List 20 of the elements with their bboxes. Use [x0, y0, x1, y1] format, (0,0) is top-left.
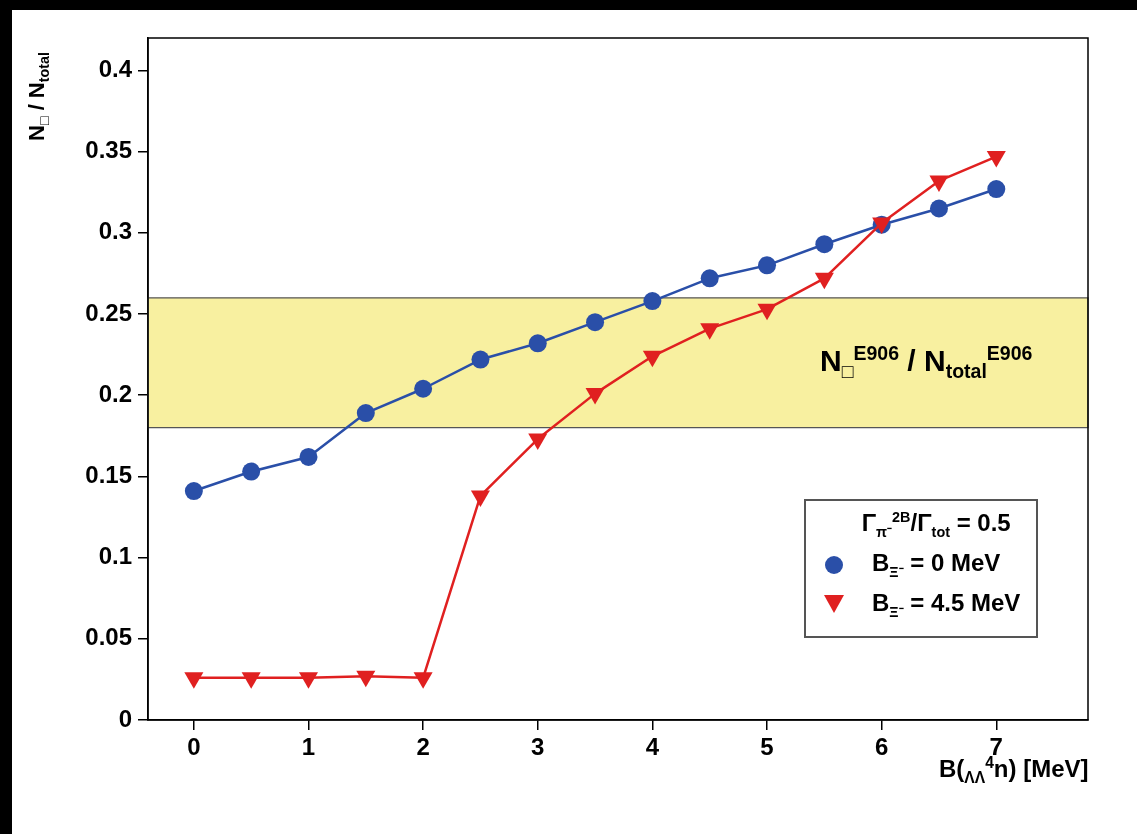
y-tick-label: 0.25	[85, 298, 132, 326]
y-tick-label: 0.3	[98, 217, 132, 245]
y-tick-label: 0.4	[98, 55, 133, 83]
y-tick-label: 0.15	[85, 461, 132, 489]
y-tick-label: 0.1	[98, 542, 132, 570]
x-tick-label: 4	[645, 733, 660, 761]
x-tick-label: 1	[301, 733, 316, 761]
x-tick-label: 3	[531, 733, 545, 761]
y-tick-label: 0	[118, 704, 132, 732]
y-tick-label: 0.05	[85, 623, 132, 651]
y-tick-label: 0.35	[85, 136, 132, 164]
x-tick-label: 6	[874, 733, 889, 761]
legend-label: B$_{Ξ⁻}$ = 4.5 MeV	[872, 588, 1021, 621]
x-tick-label: 0	[187, 733, 201, 761]
legend-label: B$_{Ξ⁻}$ = 0 MeV	[872, 548, 1001, 581]
y-tick-label: 0.2	[98, 379, 132, 407]
x-axis-title: B($_{ΛΛ}$$^{4}$n) [MeV]	[939, 754, 1089, 787]
legend-title: Γ$_{π⁻}$$^{2B}$/Γ$_{tot}$ = 0.5	[860, 509, 1012, 541]
x-tick-label: 2	[416, 733, 430, 761]
x-tick-label: 5	[760, 733, 774, 761]
